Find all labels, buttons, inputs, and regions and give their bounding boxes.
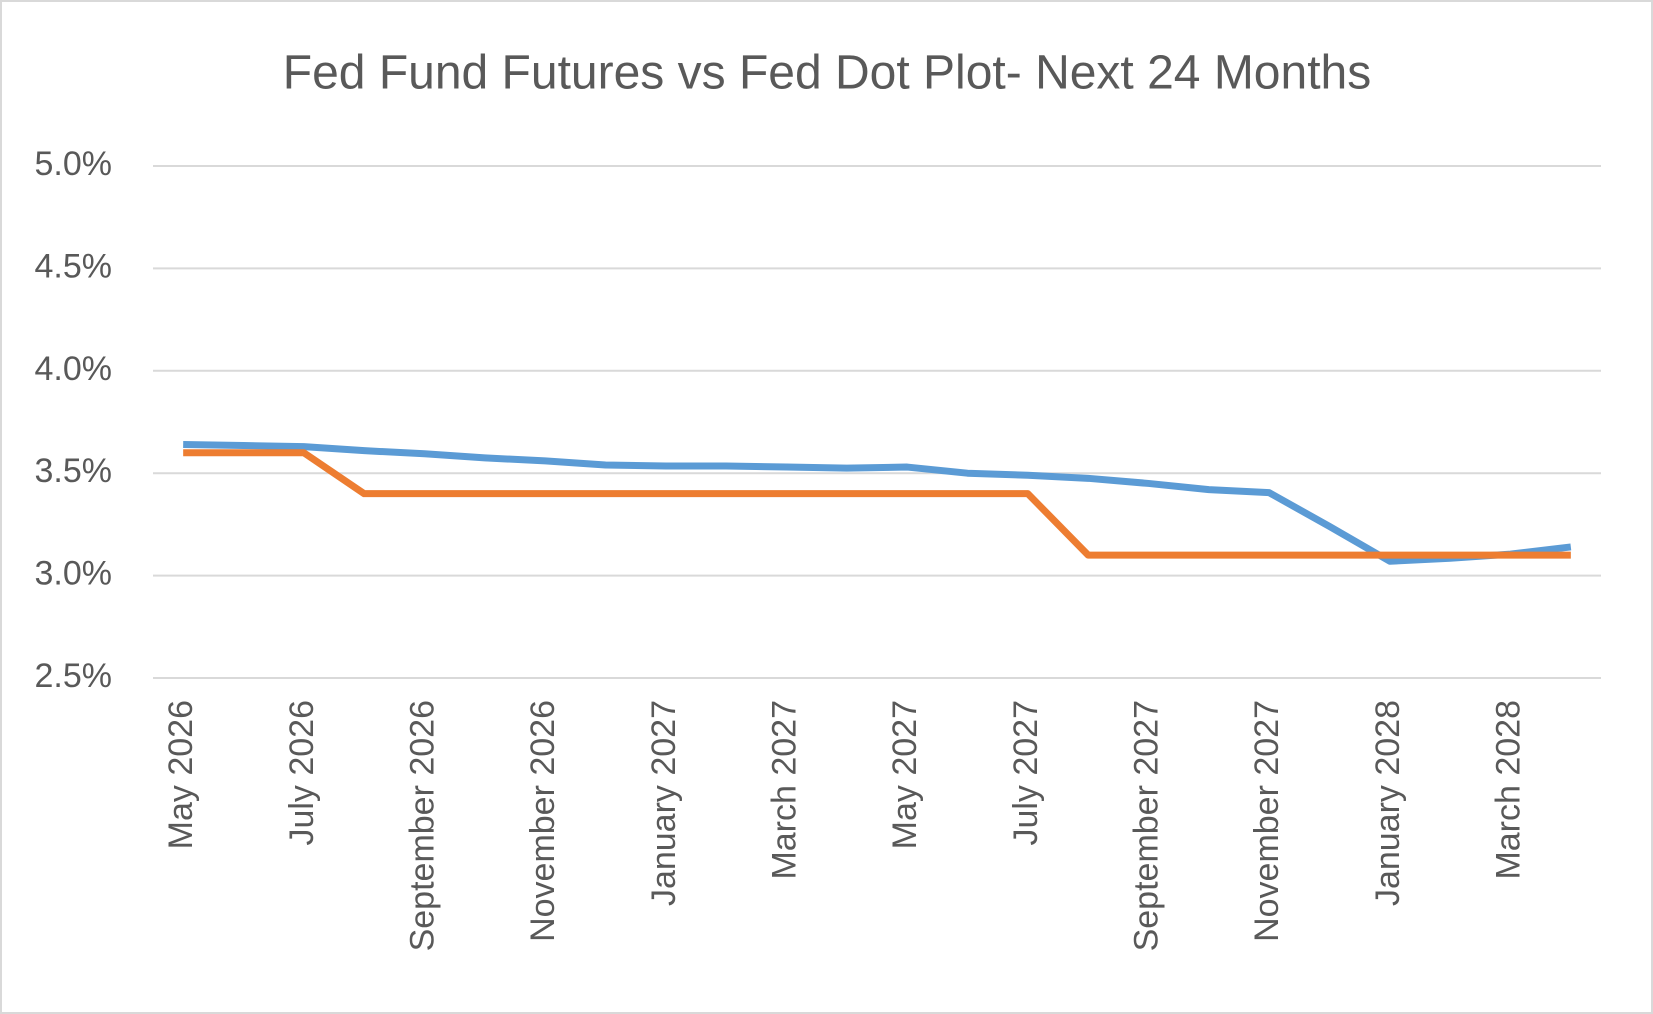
x-tick-label: January 2028 xyxy=(1369,700,1407,906)
x-tick-label: November 2027 xyxy=(1248,700,1286,942)
y-tick-label: 3.0% xyxy=(35,555,113,593)
series-line xyxy=(183,449,1571,559)
y-tick-label: 2.5% xyxy=(35,657,113,695)
x-tick-label: May 2027 xyxy=(886,700,924,849)
y-tick-label: 4.5% xyxy=(35,247,113,285)
x-tick-label: January 2027 xyxy=(645,700,683,906)
x-tick-label: March 2027 xyxy=(765,700,803,880)
y-tick-label: 3.5% xyxy=(35,452,113,490)
x-tick-label: September 2027 xyxy=(1127,700,1165,951)
x-tick-label: September 2026 xyxy=(403,700,441,951)
x-tick-label: March 2028 xyxy=(1489,700,1527,880)
series-line xyxy=(183,441,1572,565)
chart-title: Fed Fund Futures vs Fed Dot Plot- Next 2… xyxy=(283,47,1371,100)
y-tick-label: 5.0% xyxy=(35,145,113,183)
x-tick-label: July 2026 xyxy=(283,700,321,846)
x-tick-label: November 2026 xyxy=(524,700,562,942)
y-tick-label: 4.0% xyxy=(35,350,113,388)
x-tick-label: May 2026 xyxy=(162,700,200,849)
x-tick-label: July 2027 xyxy=(1007,700,1045,846)
